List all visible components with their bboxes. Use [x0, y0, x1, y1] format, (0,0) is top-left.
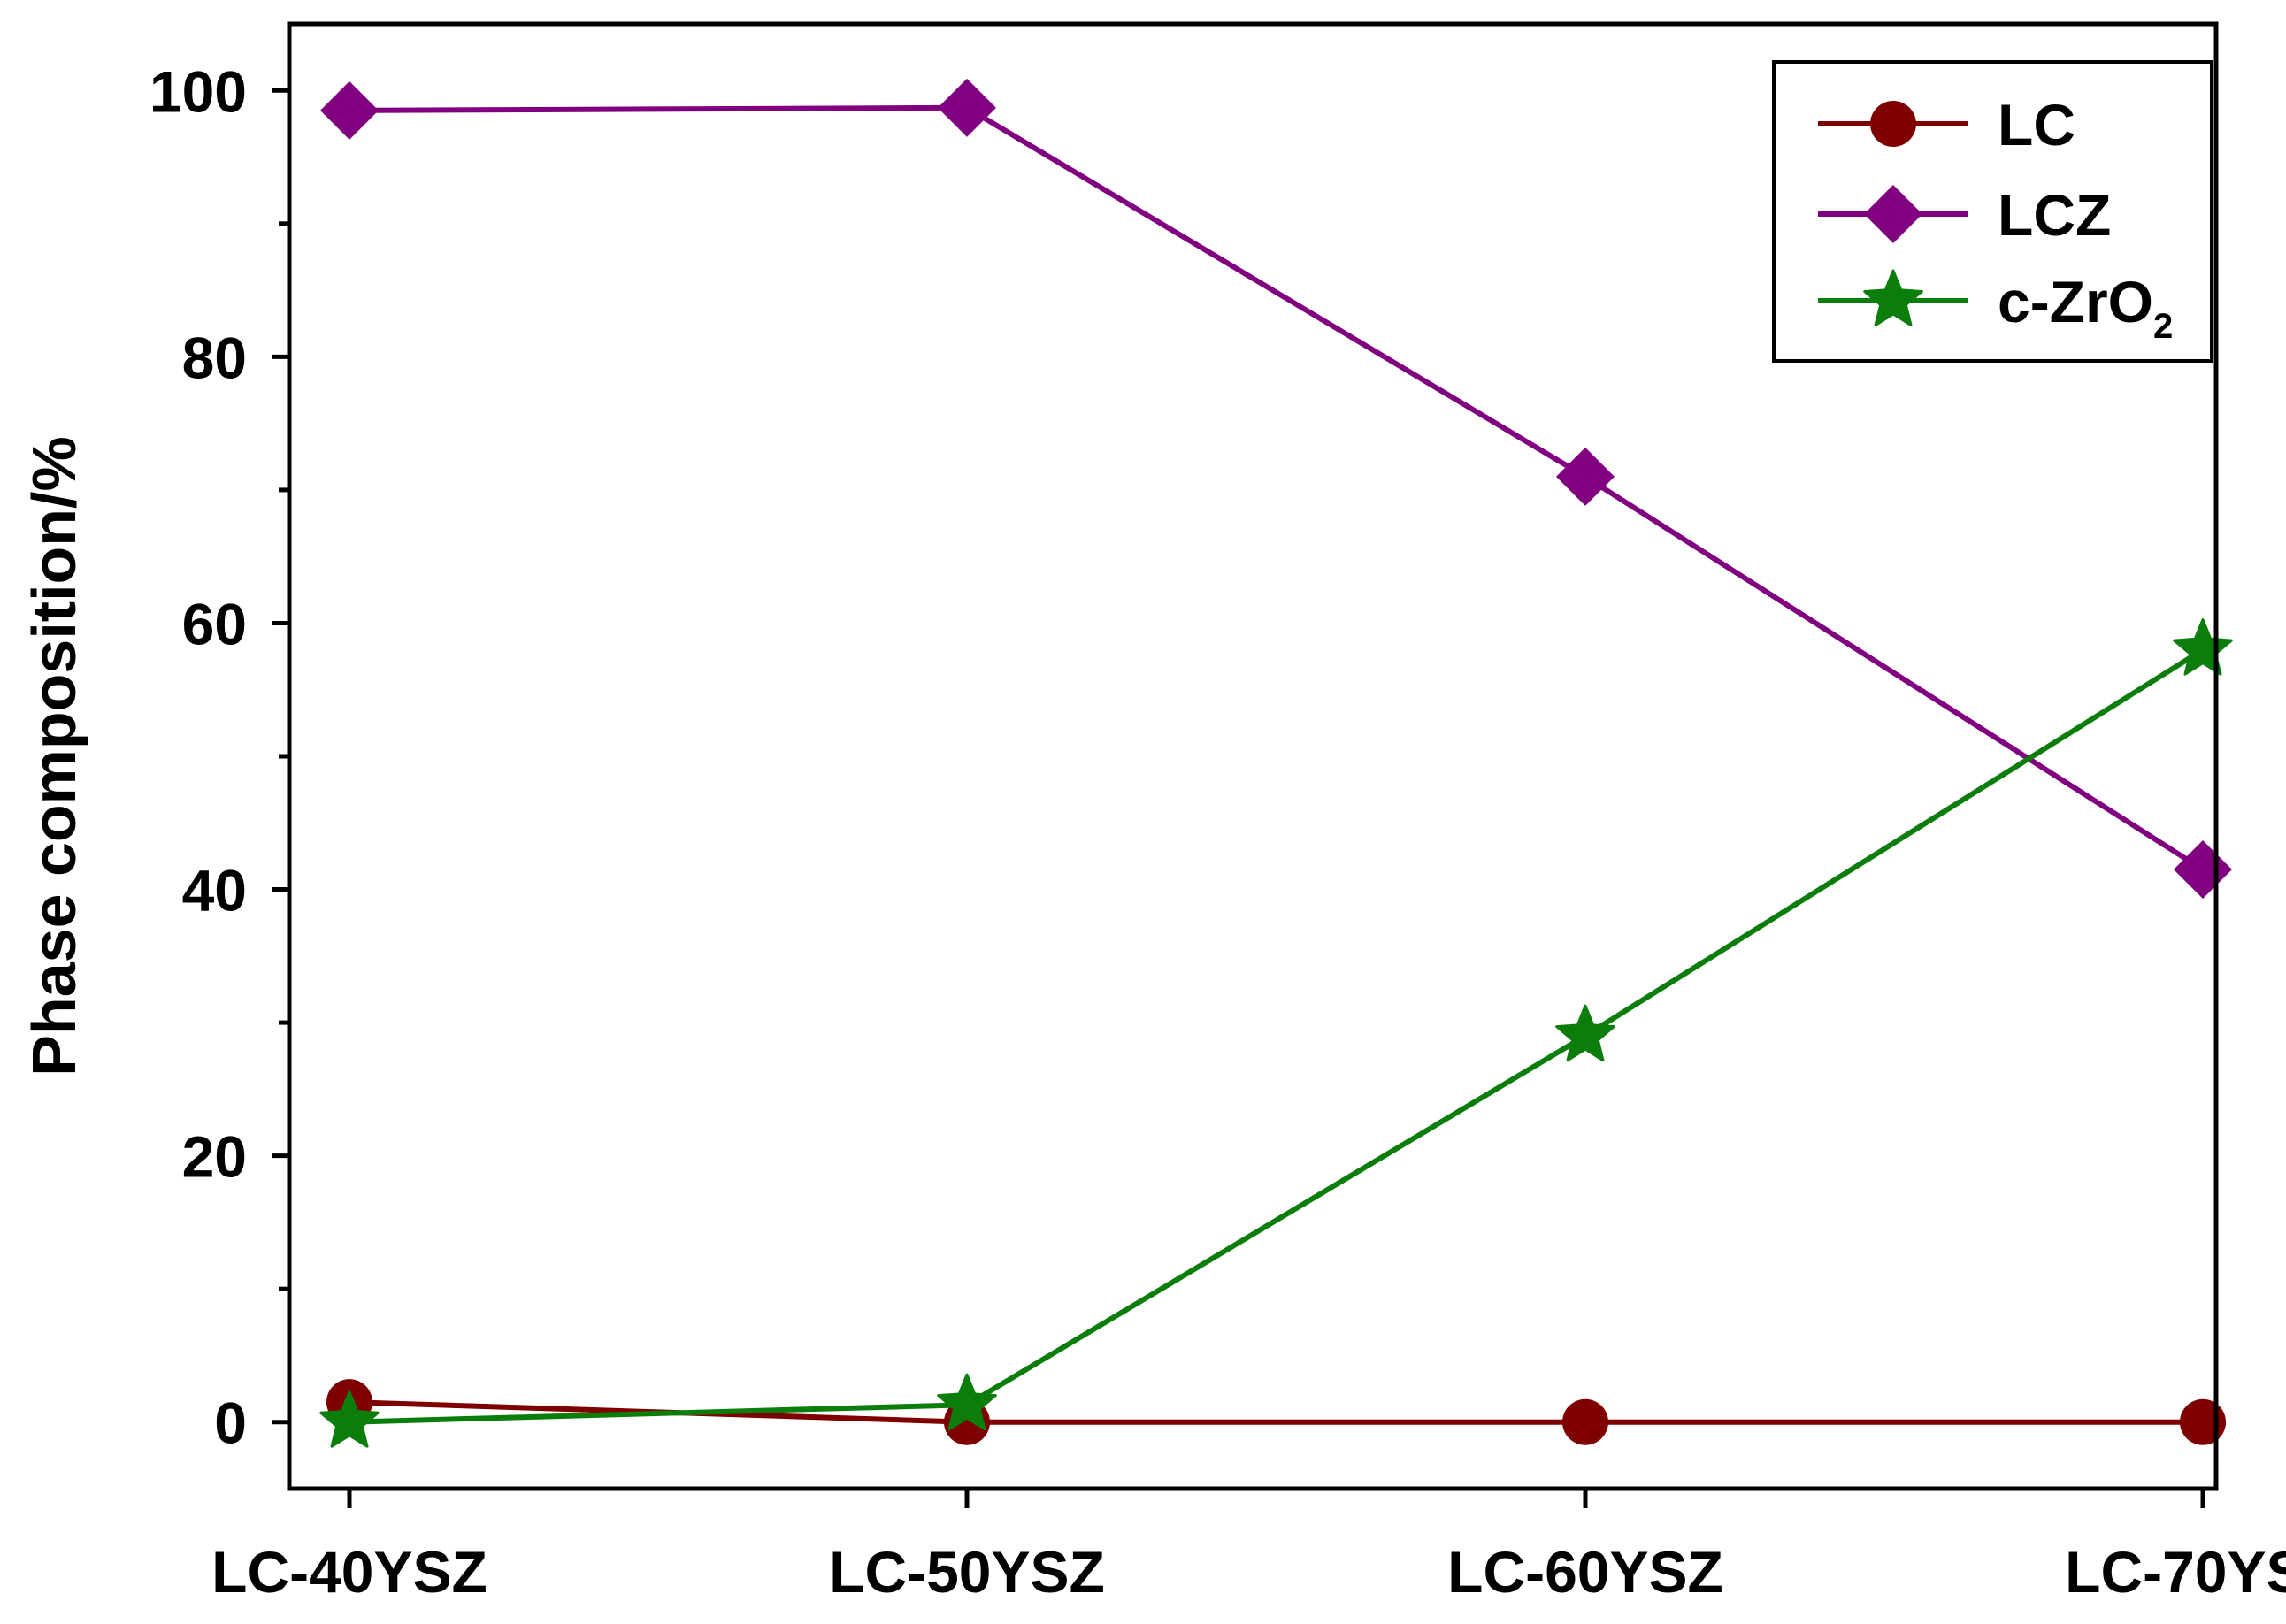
legend-label: LC	[1998, 92, 2075, 157]
y-tick-label: 80	[182, 325, 247, 390]
plot-frame	[287, 21, 2219, 1491]
data-point	[2180, 1398, 2226, 1445]
legend-item: LC	[1818, 92, 2075, 157]
legend-marker	[1864, 185, 1922, 243]
y-tick-labels: 0 20 40 60 80 100	[150, 58, 247, 1455]
y-axis-title: Phase composition/%	[19, 436, 88, 1076]
legend-label: c-ZrO2	[1998, 269, 2173, 346]
legend-item: LCZ	[1818, 182, 2111, 248]
data-point	[320, 80, 379, 140]
data-point	[938, 78, 996, 137]
x-tick-label: LC-70YSZ	[2065, 1539, 2286, 1605]
legend: LC LCZ c-ZrO2	[1772, 60, 2213, 363]
data-point	[1556, 447, 1615, 506]
y-tick-label: 20	[182, 1124, 247, 1190]
data-point	[1562, 1398, 1608, 1445]
y-tick-label: 0	[214, 1390, 247, 1456]
axis-ticks	[272, 88, 2205, 1508]
x-tick-label: LC-50YSZ	[829, 1539, 1105, 1605]
legend-marker	[1863, 269, 1923, 326]
data-point	[937, 1373, 997, 1431]
data-point	[319, 1390, 380, 1448]
series-line	[349, 647, 2205, 1425]
data-point	[2174, 839, 2232, 899]
legend-label: LCZ	[1998, 182, 2111, 248]
legend-item: c-ZrO2	[1818, 269, 2173, 346]
y-tick-label: 100	[150, 58, 247, 124]
x-tick-labels: LC-40YSZ LC-50YSZ LC-60YSZ LC-70YSZ	[211, 1539, 2286, 1605]
data-point	[1555, 1004, 1615, 1062]
series-c-zro	[319, 618, 2233, 1448]
data-point	[2173, 618, 2233, 676]
legend-marker	[1870, 101, 1916, 147]
series-line	[349, 104, 2205, 872]
y-tick-label: 60	[182, 591, 247, 656]
x-tick-label: LC-40YSZ	[211, 1539, 487, 1605]
x-tick-label: LC-60YSZ	[1447, 1539, 1723, 1605]
y-tick-label: 40	[182, 858, 247, 923]
